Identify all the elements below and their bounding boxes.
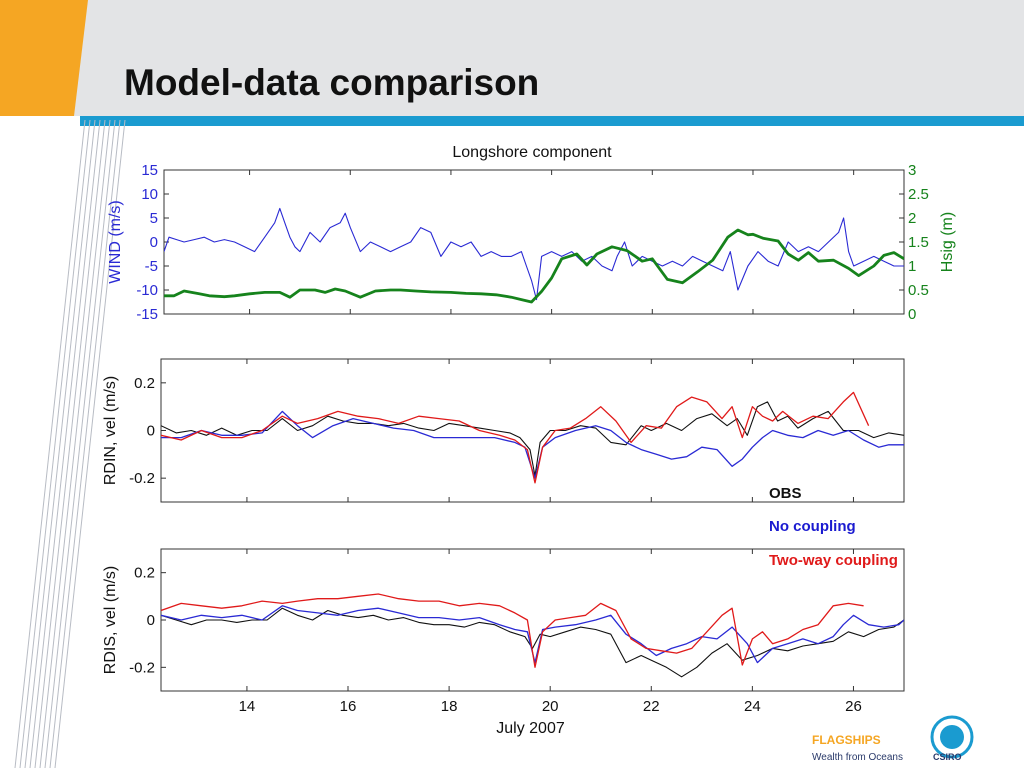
y-tick-label-right: 3: [908, 162, 916, 179]
y-tick-label: -5: [145, 258, 158, 275]
y-tick-label: 5: [150, 210, 158, 227]
y-tick-label-right: 1: [908, 258, 916, 275]
decorative-stripe: [54, 119, 126, 768]
decorative-stripe: [34, 119, 106, 768]
plot-frame: [160, 548, 905, 692]
y-tick-label: 15: [141, 162, 158, 179]
series-hsig-line: [164, 228, 904, 304]
series-group: [164, 207, 904, 304]
x-axis-label: July 2007: [496, 720, 565, 737]
legend-label: Two-way coupling: [769, 552, 898, 569]
y-tick-label: 0.2: [134, 375, 155, 392]
csiro-logo-core-icon: [940, 725, 964, 749]
csiro-logo: CSIRO: [930, 715, 974, 762]
x-tick-label: 18: [441, 698, 458, 715]
wind-hsig-chart: 15 10 5 0 -5 -10 -15 3 2.5 2 1.5 1 0.5 0 Hsig (m) Longs…: [107, 144, 956, 323]
decorative-stripe: [49, 119, 121, 768]
y-axis-label: WIND (m/s): [107, 200, 124, 284]
y-axis-label: RDIS, vel (m/s): [102, 566, 119, 674]
csiro-logo-ring-icon: [930, 715, 974, 759]
decorative-stripe: [39, 119, 111, 768]
x-tick-label: 26: [845, 698, 862, 715]
x-tick-label: 24: [744, 698, 761, 715]
x-tick-label: 14: [239, 698, 256, 715]
csiro-brand: CSIRO: [933, 752, 962, 762]
plot-frame: [160, 358, 905, 503]
y-tick-label: 10: [141, 186, 158, 203]
y-tick-label: 0: [147, 423, 155, 440]
y-tick-label-right: 0: [908, 306, 916, 323]
header-band: [0, 0, 1024, 116]
y-tick-label: -10: [136, 282, 158, 299]
y-tick-label: -0.2: [129, 470, 155, 487]
flagships-partial: FLAGSHIPS: [812, 733, 881, 747]
y-axis-label: RDIN, vel (m/s): [102, 376, 119, 485]
rdin-velocity-chart: 0.2 0 -0.2 RDIN, vel (m/s): [102, 358, 905, 503]
legend-label: No coupling: [769, 518, 856, 535]
series-obs-line: [161, 607, 904, 678]
series-obs-line: [161, 401, 904, 477]
x-tick-label: 16: [340, 698, 357, 715]
orange-corner-accent: [0, 0, 88, 116]
y-tick-label: 0: [147, 612, 155, 629]
y-tick-label-right: 2: [908, 210, 916, 227]
decorative-stripe: [29, 119, 101, 768]
decorative-stripes: [14, 119, 126, 768]
decorative-stripe: [14, 119, 86, 768]
y-tick-label: 0.2: [134, 565, 155, 582]
y-tick-label: -0.2: [129, 659, 155, 676]
footer-tagline: Wealth from Oceans: [812, 752, 903, 763]
y-tick-label-right: 2.5: [908, 186, 929, 203]
series-two-way-coupling-line: [161, 391, 870, 484]
series-group: [161, 391, 904, 484]
header-rule: [80, 116, 1024, 126]
series-no-coupling-line: [161, 410, 904, 479]
series-two-way-coupling-line: [161, 593, 864, 668]
series-no-coupling-line: [161, 605, 904, 664]
page-title: Model-data comparison: [124, 62, 540, 103]
y-axis-label-right: Hsig (m): [939, 212, 956, 272]
rdis-velocity-chart: 0.2 0 -0.2 14 16 18 20 22 24 26 July 2007 RDIS, vel…: [102, 548, 905, 737]
y-tick-label: 0: [150, 234, 158, 251]
legend: OBS No coupling Two-way coupling: [769, 485, 898, 569]
chart-title: Longshore component: [452, 144, 612, 161]
x-tick-label: 20: [542, 698, 559, 715]
y-tick-label-right: 0.5: [908, 282, 929, 299]
y-tick-label-right: 1.5: [908, 234, 929, 251]
decorative-stripe: [19, 119, 91, 768]
legend-label: OBS: [769, 485, 802, 502]
x-tick-label: 22: [643, 698, 660, 715]
decorative-stripe: [24, 119, 96, 768]
y-tick-label: -15: [136, 306, 158, 323]
series-wind-line: [164, 207, 904, 301]
decorative-stripe: [44, 119, 116, 768]
series-group: [161, 593, 904, 678]
